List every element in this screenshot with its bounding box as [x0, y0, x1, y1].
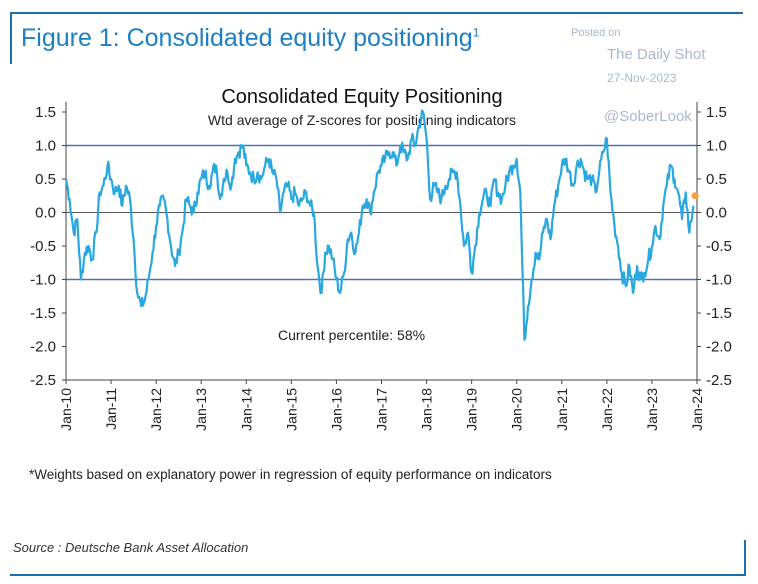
figure-title-text: Figure 1: Consolidated equity positionin… — [21, 24, 473, 52]
x-tick-label: Jan-19 — [464, 388, 480, 431]
y-tick-label-right: -2.0 — [706, 339, 732, 356]
y-tick-label-left: 0.5 — [35, 171, 56, 188]
watermark-posted-on: Posted on — [571, 27, 621, 39]
y-tick-label-right: -0.5 — [706, 238, 732, 255]
y-tick-label-left: 1.0 — [35, 138, 56, 155]
y-tick-label-right: 1.5 — [706, 104, 727, 121]
y-tick-label-left: -1.5 — [30, 305, 56, 322]
y-tick-label-right: 0.0 — [706, 205, 727, 222]
x-tick-label: Jan-13 — [193, 388, 209, 431]
x-tick-label: Jan-17 — [374, 388, 390, 431]
current-value-marker — [691, 192, 699, 200]
x-tick-label: Jan-16 — [328, 388, 344, 431]
figure-title: Figure 1: Consolidated equity positionin… — [21, 24, 479, 53]
frame-right-border — [744, 540, 746, 576]
x-tick-label: Jan-24 — [689, 388, 705, 431]
y-tick-label-left: -2.5 — [30, 372, 56, 389]
y-tick-label-left: 1.5 — [35, 104, 56, 121]
source-note: Source : Deutsche Bank Asset Allocation — [13, 540, 249, 555]
y-tick-label-left: 0.0 — [35, 205, 56, 222]
x-tick-label: Jan-22 — [599, 388, 615, 431]
y-tick-label-right: -2.5 — [706, 372, 732, 389]
watermark-handle: @SoberLook — [604, 108, 692, 125]
x-tick-label: Jan-11 — [103, 388, 119, 430]
watermark-date: 27-Nov-2023 — [607, 71, 677, 85]
frame-left-border — [10, 12, 12, 64]
frame-top-border — [10, 12, 743, 14]
y-tick-label-left: -0.5 — [30, 238, 56, 255]
x-tick-label: Jan-21 — [554, 388, 570, 431]
y-tick-label-right: -1.5 — [706, 305, 732, 322]
x-tick-label: Jan-23 — [644, 388, 660, 431]
y-tick-label-right: 1.0 — [706, 138, 727, 155]
x-tick-label: Jan-18 — [419, 388, 435, 431]
chart-footnote: *Weights based on explanatory power in r… — [29, 467, 552, 482]
frame-bottom-border — [10, 574, 746, 576]
y-tick-label-right: -1.0 — [706, 272, 732, 289]
current-percentile-annotation: Current percentile: 58% — [278, 327, 425, 343]
chart-subtitle: Wtd average of Z-scores for positioning … — [208, 112, 516, 128]
x-tick-label: Jan-15 — [283, 388, 299, 431]
y-tick-label-left: -1.0 — [30, 272, 56, 289]
x-tick-label: Jan-12 — [148, 388, 164, 431]
x-tick-label: Jan-14 — [238, 388, 254, 431]
x-tick-label: Jan-10 — [58, 388, 74, 431]
y-tick-label-right: 0.5 — [706, 171, 727, 188]
chart-title: Consolidated Equity Positioning — [221, 86, 502, 108]
watermark-site: The Daily Shot — [607, 46, 706, 63]
figure-title-footnote-mark: 1 — [472, 25, 480, 40]
positioning-series-line — [64, 109, 695, 341]
x-tick-label: Jan-20 — [509, 388, 525, 431]
y-tick-label-left: -2.0 — [30, 339, 56, 356]
